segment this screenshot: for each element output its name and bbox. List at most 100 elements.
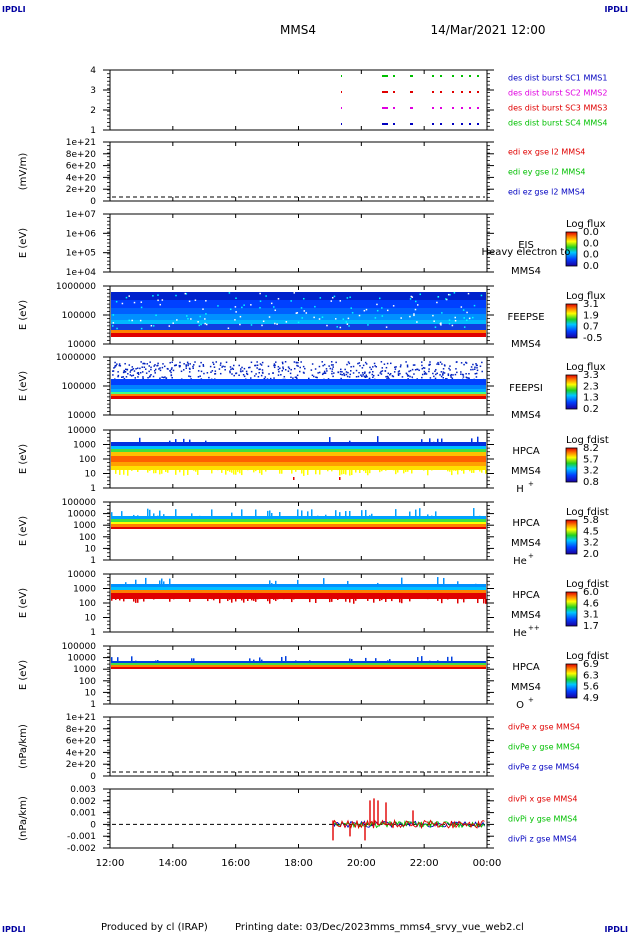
feepsi-speckle bbox=[143, 362, 145, 365]
feepse-speckle bbox=[152, 295, 154, 297]
feepse-speckle bbox=[313, 316, 315, 319]
feepsi-speckle bbox=[158, 368, 160, 370]
feepsi-speckle bbox=[297, 365, 299, 367]
hpca-h-spike bbox=[319, 470, 321, 475]
feepse-speckle bbox=[112, 314, 115, 316]
feepsi-speckle bbox=[441, 363, 443, 365]
divpe-ytick-label: 0 bbox=[90, 772, 96, 782]
hpca-h-spike bbox=[187, 470, 189, 476]
divpe-legend-entry: divPe z gse MMS4 bbox=[508, 763, 579, 772]
feepsi-speckle bbox=[292, 377, 294, 379]
feepsi-speckle bbox=[400, 364, 402, 366]
feepsi-speckle bbox=[290, 368, 292, 371]
burst-interval bbox=[341, 123, 342, 125]
hpca-he-band-spike bbox=[255, 509, 257, 516]
feepsi-speckle bbox=[369, 366, 371, 369]
feepsi-speckle bbox=[126, 368, 129, 371]
feepse-speckle bbox=[303, 310, 306, 312]
feepsi-speckle bbox=[388, 377, 390, 380]
hpca-he-band-spike bbox=[301, 510, 303, 516]
hpca-he2-spike bbox=[437, 599, 439, 601]
hpca-he2-band-spike bbox=[269, 580, 271, 584]
hpca-he-ytick-label: 1 bbox=[90, 556, 96, 566]
feepse-band bbox=[111, 324, 486, 330]
feepsi-speckle bbox=[116, 363, 118, 365]
feepse-speckle bbox=[197, 321, 199, 323]
des-burst-ytick-label: 2 bbox=[90, 106, 96, 116]
hpca-he2-ytick-label: 1 bbox=[90, 628, 96, 638]
feepsi-speckle bbox=[413, 373, 415, 375]
feepsi-speckle bbox=[254, 364, 257, 367]
hpca-h-spike bbox=[147, 470, 149, 473]
feepsi-speckle bbox=[127, 373, 129, 375]
feepsi-speckle bbox=[149, 375, 151, 377]
feepse-speckle bbox=[449, 293, 451, 296]
des-burst-frame bbox=[109, 69, 488, 131]
eis-colorbar-tick: 0.0 bbox=[583, 261, 599, 272]
feepse-speckle bbox=[445, 298, 448, 301]
feepsi-speckle bbox=[171, 377, 173, 379]
feepse-speckle bbox=[376, 309, 379, 312]
hpca-h-spike bbox=[259, 470, 261, 474]
feepsi-speckle bbox=[214, 372, 217, 375]
feepsi-speckle bbox=[454, 373, 457, 376]
feepse-speckle bbox=[198, 324, 201, 327]
hpca-o-ytick-label: 100000 bbox=[62, 642, 97, 652]
feepse-speckle bbox=[346, 297, 349, 299]
des-burst-ytick-label: 4 bbox=[90, 66, 96, 76]
feepsi-speckle bbox=[238, 374, 240, 377]
feepsi-speckle bbox=[380, 370, 382, 373]
feepse-speckle bbox=[386, 309, 389, 312]
feepsi-speckle bbox=[229, 366, 232, 368]
feepsi-speckle bbox=[411, 376, 414, 378]
feepsi-speckle bbox=[148, 376, 151, 378]
hpca-he2-ytick-label: 100 bbox=[79, 599, 96, 609]
feepse-colorbar-title: Log flux bbox=[566, 291, 606, 302]
feepsi-speckle bbox=[370, 368, 373, 371]
feepse-speckle bbox=[293, 292, 296, 294]
hpca-he2-spike bbox=[337, 599, 339, 600]
burst-interval bbox=[477, 107, 479, 109]
feepsi-speckle bbox=[145, 372, 148, 374]
feepse-speckle bbox=[202, 308, 204, 310]
hpca-h-spike bbox=[301, 470, 303, 474]
feepse-band bbox=[111, 300, 486, 308]
hpca-he-band-spike bbox=[147, 508, 149, 516]
hpca-he-band-spike bbox=[267, 510, 269, 516]
feepse-speckle bbox=[199, 315, 201, 318]
hpca-o-band-spike bbox=[389, 659, 391, 661]
hpca-h-band bbox=[111, 466, 486, 470]
hpca-he-band bbox=[111, 516, 486, 519]
hpca-o-band-spike bbox=[259, 657, 261, 661]
feepsi-speckle bbox=[420, 361, 423, 363]
feepsi-colorbar-tick: 2.3 bbox=[583, 381, 599, 392]
feepsi-speckle bbox=[323, 370, 326, 373]
feepsi-speckle bbox=[114, 366, 116, 368]
hpca-he2-spike bbox=[477, 599, 479, 604]
feepsi-speckle bbox=[125, 376, 128, 378]
feepsi-speckle bbox=[321, 361, 323, 363]
feepsi-speckle bbox=[129, 374, 132, 376]
hpca-o-band-spike bbox=[349, 658, 351, 661]
feepsi-speckle bbox=[260, 364, 263, 366]
feepsi-speckle bbox=[357, 362, 359, 365]
feepsi-speckle bbox=[220, 362, 222, 364]
feepse-colorbar-tick: -0.5 bbox=[583, 333, 603, 344]
feepsi-speckle bbox=[435, 368, 437, 371]
feepsi-speckle bbox=[364, 371, 366, 373]
hpca-he-colorbar bbox=[565, 519, 578, 555]
feepsi-speckle bbox=[170, 371, 172, 374]
feepsi-speckle bbox=[121, 376, 123, 378]
feepsi-speckle bbox=[295, 362, 298, 364]
feepsi-speckle bbox=[194, 361, 196, 363]
burst-interval bbox=[410, 91, 413, 93]
feepse-speckle bbox=[445, 298, 447, 300]
feepsi-speckle bbox=[185, 367, 188, 369]
feepsi-band bbox=[111, 396, 486, 399]
hpca-he2-colorbar-tick: 1.7 bbox=[583, 621, 599, 632]
feepse-speckle bbox=[409, 315, 411, 318]
feepsi-speckle bbox=[385, 366, 388, 369]
feepsi-speckle bbox=[468, 377, 470, 379]
feepse-speckle bbox=[448, 322, 451, 325]
